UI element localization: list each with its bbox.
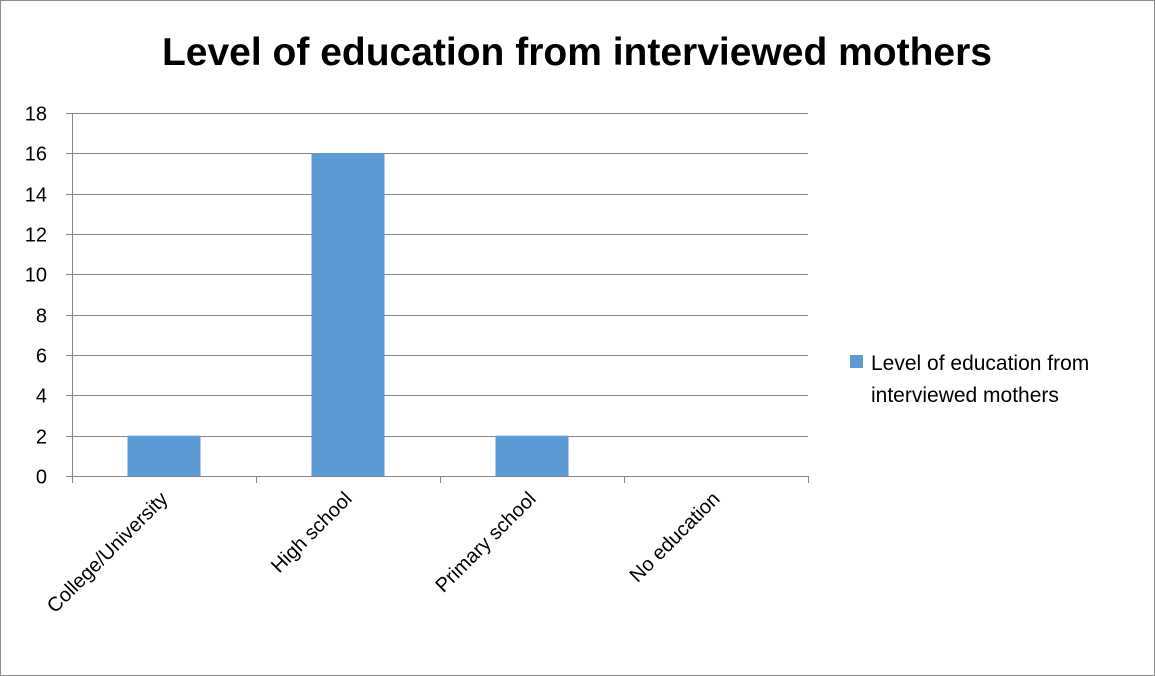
legend-label-line-1: Level of education from (871, 352, 1089, 375)
y-tick-label: 6 (36, 346, 47, 368)
y-tick-label: 16 (25, 144, 47, 166)
bar-high-school (311, 153, 385, 477)
y-tick-label: 2 (36, 427, 47, 449)
y-tick-label: 4 (36, 386, 47, 408)
legend: Level of education from interviewed moth… (850, 352, 1095, 407)
legend-label: Level of education from interviewed moth… (871, 352, 1095, 407)
bar-primary-school (495, 435, 569, 476)
x-category-label: College/University (43, 488, 173, 618)
y-tick-label: 14 (25, 185, 47, 207)
bars (127, 153, 569, 477)
y-tick-label: 8 (36, 306, 47, 328)
y-tick-label: 0 (36, 467, 47, 489)
y-tick-label: 10 (25, 265, 47, 287)
bar-college-university (127, 435, 201, 476)
axes (66, 113, 809, 483)
legend-label-line-2: interviewed mothers (871, 384, 1059, 407)
y-tick-label: 12 (25, 225, 47, 247)
legend-swatch (850, 355, 863, 368)
gridlines (72, 113, 808, 437)
x-category-label: High school (267, 488, 356, 577)
x-category-label: No education (626, 488, 725, 587)
y-tick-labels: 0 2 4 6 8 10 12 14 16 18 (25, 104, 47, 489)
y-tick-label: 18 (25, 104, 47, 126)
category-labels: College/University High school Primary sch… (43, 488, 725, 618)
chart-title: Level of education from interviewed moth… (162, 31, 992, 74)
x-category-label: Primary school (431, 488, 540, 597)
